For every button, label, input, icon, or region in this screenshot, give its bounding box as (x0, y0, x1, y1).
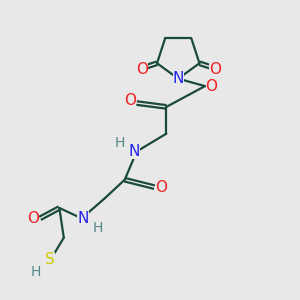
Text: N: N (172, 71, 184, 86)
Text: H: H (115, 136, 125, 150)
Text: H: H (31, 265, 41, 279)
Text: O: O (155, 180, 167, 195)
Text: O: O (209, 62, 221, 77)
Text: H: H (93, 221, 103, 235)
Text: O: O (28, 211, 40, 226)
Text: O: O (206, 79, 218, 94)
Text: N: N (77, 211, 89, 226)
Text: O: O (124, 93, 136, 108)
Text: N: N (129, 144, 140, 159)
Text: S: S (45, 253, 55, 268)
Text: O: O (136, 62, 148, 77)
